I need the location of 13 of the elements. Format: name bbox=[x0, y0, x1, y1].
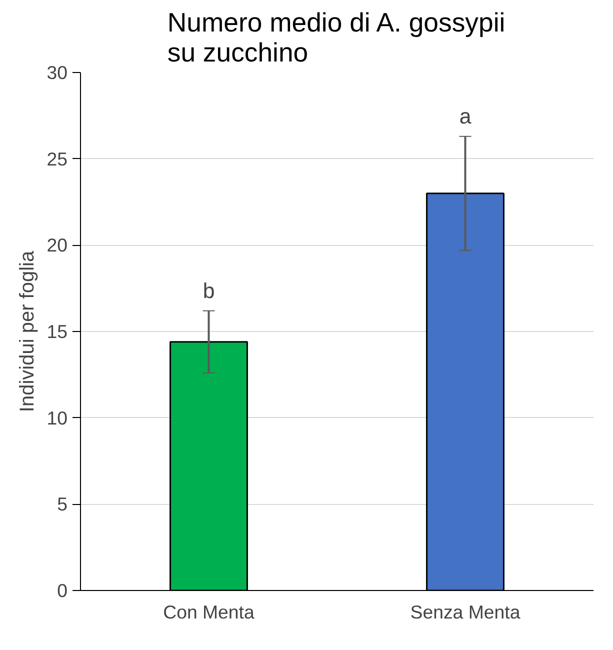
y-tick-label: 10 bbox=[46, 407, 68, 428]
y-tick-label: 25 bbox=[46, 148, 68, 170]
annotation: b bbox=[202, 278, 215, 303]
y-axis-title: Individui per foglia bbox=[16, 250, 39, 412]
x-tick-label: Senza Menta bbox=[410, 602, 521, 622]
y-tick-label: 15 bbox=[46, 321, 68, 342]
y-tick-label: 5 bbox=[57, 494, 68, 515]
x-tick-label: Con Menta bbox=[163, 602, 256, 622]
annotation: a bbox=[459, 104, 472, 128]
chart-title: Numero medio di A. gossypii su zucchino bbox=[167, 8, 506, 68]
y-tick-label: 0 bbox=[57, 580, 68, 601]
y-tick-label: 20 bbox=[46, 234, 68, 256]
y-tick-label: 30 bbox=[46, 62, 68, 83]
